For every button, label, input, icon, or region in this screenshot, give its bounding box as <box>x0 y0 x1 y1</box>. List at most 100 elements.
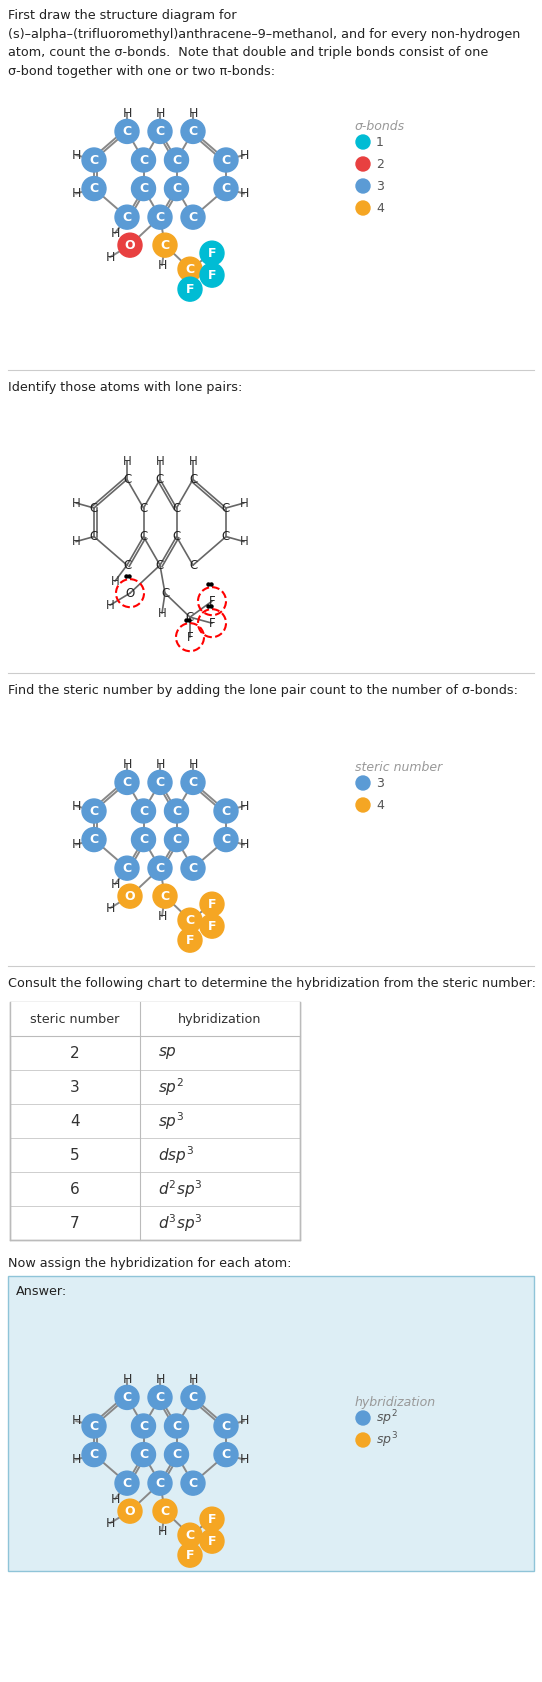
Text: C: C <box>189 558 197 572</box>
Text: C: C <box>160 239 170 252</box>
Circle shape <box>200 1507 224 1531</box>
Circle shape <box>165 1415 189 1438</box>
Text: H: H <box>188 759 198 770</box>
Text: 3: 3 <box>376 777 384 789</box>
Text: First draw the structure diagram for
(s)–alpha–(trifluoromethyl)anthracene–9–met: First draw the structure diagram for (s)… <box>8 8 520 77</box>
Circle shape <box>118 234 142 257</box>
Text: H: H <box>111 575 119 587</box>
Text: C: C <box>89 153 99 167</box>
Text: $sp^{3}$: $sp^{3}$ <box>376 1430 398 1450</box>
Circle shape <box>200 1529 224 1552</box>
Circle shape <box>165 828 189 851</box>
Text: C: C <box>172 804 181 817</box>
Circle shape <box>178 928 202 952</box>
Text: H: H <box>188 1373 198 1386</box>
FancyBboxPatch shape <box>10 1002 300 1036</box>
Circle shape <box>165 799 189 822</box>
Circle shape <box>132 1443 156 1467</box>
Text: H: H <box>72 1415 81 1428</box>
Text: C: C <box>185 1529 195 1542</box>
Text: C: C <box>189 861 198 875</box>
Text: $sp^{3}$: $sp^{3}$ <box>158 1110 184 1132</box>
Circle shape <box>214 1415 238 1438</box>
Text: C: C <box>90 530 98 543</box>
Text: H: H <box>240 496 248 510</box>
Text: 4: 4 <box>70 1113 80 1129</box>
Text: C: C <box>139 1448 148 1462</box>
Text: O: O <box>125 890 136 903</box>
Circle shape <box>165 148 189 172</box>
Text: F: F <box>186 283 194 296</box>
Circle shape <box>200 891 224 917</box>
Circle shape <box>148 205 172 229</box>
Circle shape <box>115 205 139 229</box>
Text: C: C <box>160 1505 170 1517</box>
Text: C: C <box>222 1420 230 1433</box>
Text: H: H <box>156 108 165 119</box>
Circle shape <box>153 885 177 908</box>
Text: C: C <box>139 153 148 167</box>
Text: Find the steric number by adding the lone pair count to the number of σ-bonds:: Find the steric number by adding the lon… <box>8 685 518 696</box>
Text: H: H <box>240 799 249 812</box>
Text: O: O <box>125 239 136 252</box>
Circle shape <box>82 148 106 172</box>
Text: H: H <box>106 599 114 612</box>
Text: 6: 6 <box>70 1181 80 1196</box>
Text: H: H <box>156 759 165 770</box>
Text: C: C <box>222 1448 230 1462</box>
Text: C: C <box>156 558 164 572</box>
Text: H: H <box>72 187 81 200</box>
Circle shape <box>148 1386 172 1410</box>
Text: C: C <box>172 1448 181 1462</box>
Text: 4: 4 <box>376 799 384 811</box>
Text: steric number: steric number <box>30 1013 120 1026</box>
Text: H: H <box>72 148 81 161</box>
Text: C: C <box>139 804 148 817</box>
Circle shape <box>181 1472 205 1495</box>
Text: 7: 7 <box>70 1216 80 1231</box>
Text: H: H <box>122 108 132 119</box>
Circle shape <box>115 1472 139 1495</box>
Text: C: C <box>139 530 147 543</box>
Text: C: C <box>185 262 195 276</box>
Text: H: H <box>157 1524 167 1537</box>
Circle shape <box>118 885 142 908</box>
Text: H: H <box>111 878 120 891</box>
Circle shape <box>200 241 224 266</box>
Text: hybridization: hybridization <box>178 1013 262 1026</box>
Text: F: F <box>208 920 216 932</box>
Text: H: H <box>156 1373 165 1386</box>
Text: C: C <box>222 530 230 543</box>
Text: H: H <box>240 1415 249 1428</box>
Circle shape <box>132 828 156 851</box>
Circle shape <box>178 278 202 301</box>
Circle shape <box>178 908 202 932</box>
Text: H: H <box>72 496 80 510</box>
Text: σ-bonds: σ-bonds <box>355 119 405 133</box>
Text: 2: 2 <box>70 1046 80 1060</box>
Text: H: H <box>240 535 248 548</box>
Circle shape <box>214 177 238 200</box>
Text: Now assign the hybridization for each atom:: Now assign the hybridization for each at… <box>8 1256 292 1270</box>
Circle shape <box>181 856 205 880</box>
Text: F: F <box>208 269 216 281</box>
Text: H: H <box>158 607 166 619</box>
Text: $sp$: $sp$ <box>158 1045 177 1061</box>
Circle shape <box>214 799 238 822</box>
Text: Consult the following chart to determine the hybridization from the steric numbe: Consult the following chart to determine… <box>8 977 536 991</box>
FancyBboxPatch shape <box>10 1002 300 1240</box>
Text: C: C <box>156 1391 165 1404</box>
Circle shape <box>181 205 205 229</box>
Text: 2: 2 <box>376 158 384 170</box>
Circle shape <box>356 178 370 193</box>
Text: C: C <box>189 775 198 789</box>
Text: F: F <box>186 934 194 947</box>
Text: C: C <box>172 501 180 515</box>
Text: $sp^{2}$: $sp^{2}$ <box>376 1408 398 1428</box>
Text: F: F <box>208 898 216 910</box>
Text: C: C <box>160 890 170 903</box>
Text: C: C <box>156 1477 165 1490</box>
Text: F: F <box>209 595 215 607</box>
Circle shape <box>148 856 172 880</box>
Circle shape <box>115 1386 139 1410</box>
